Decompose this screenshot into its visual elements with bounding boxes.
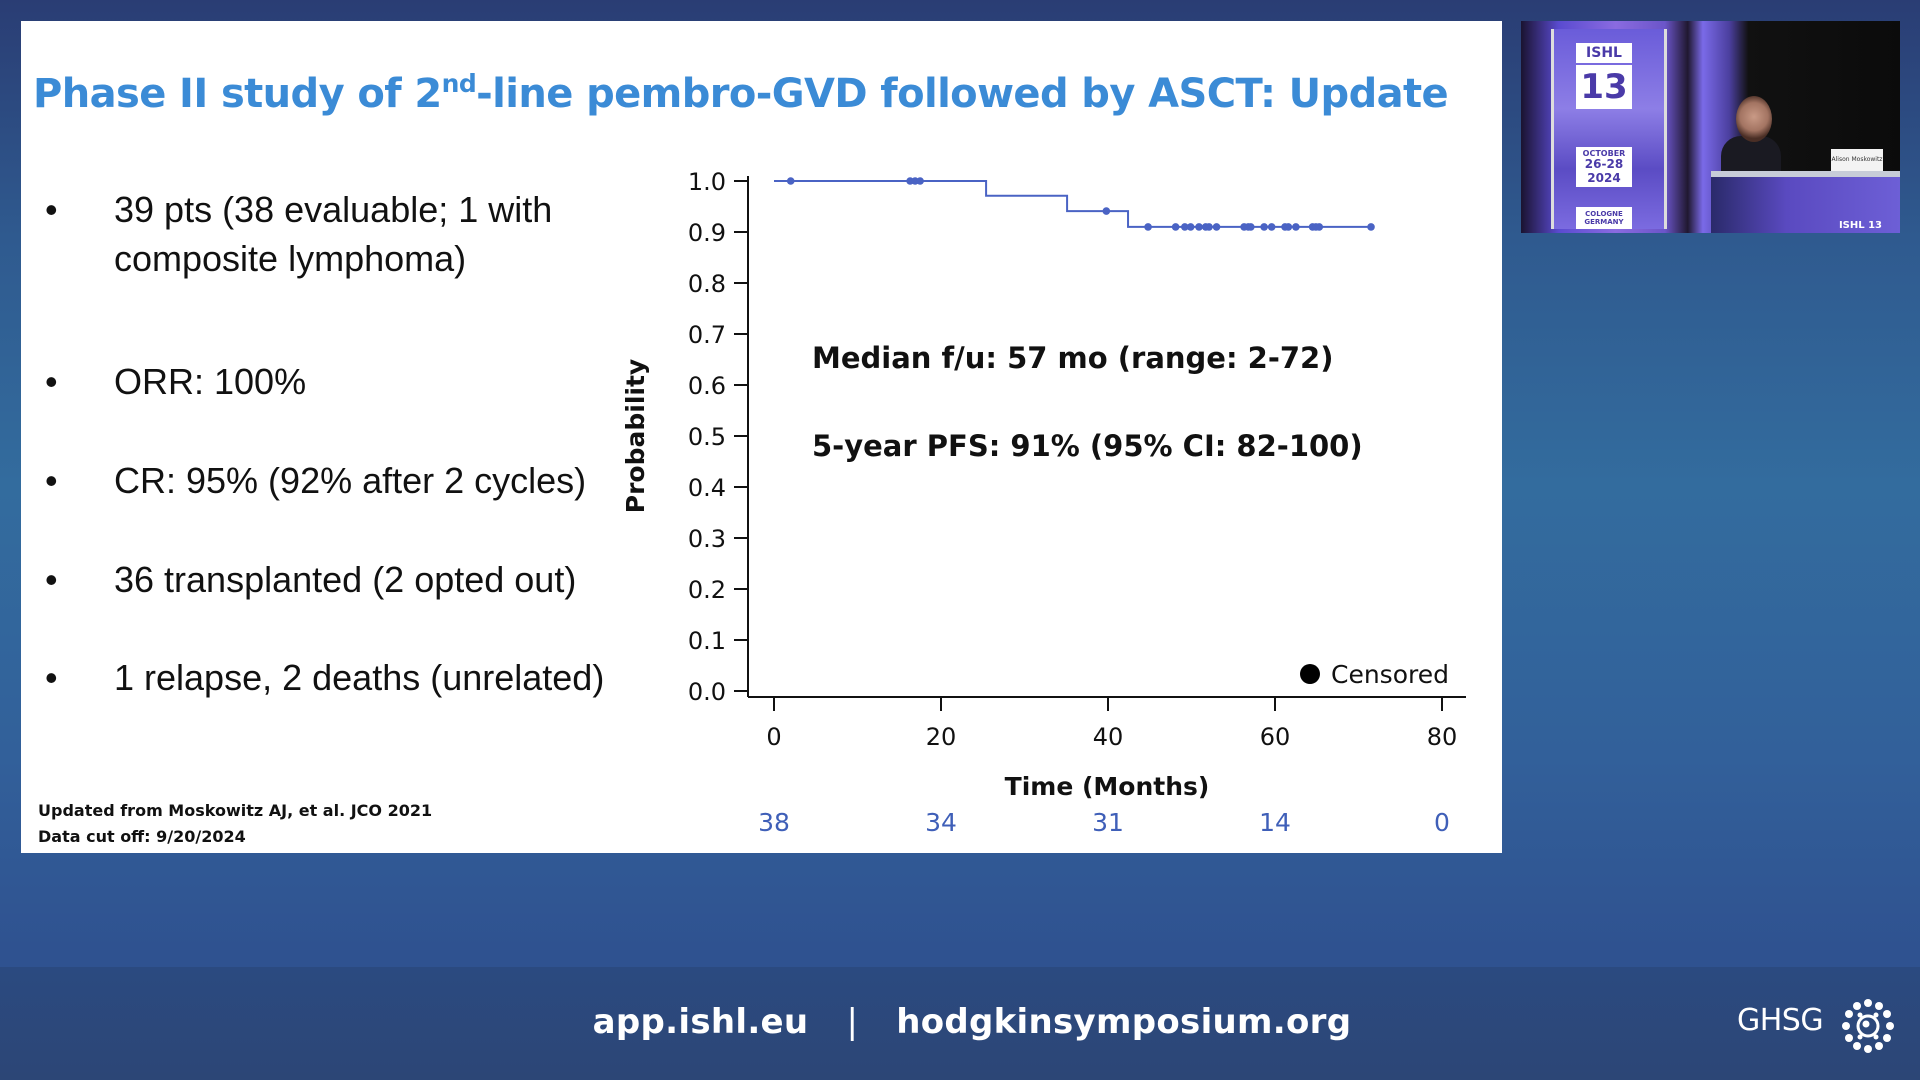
- censored-marker: [1367, 223, 1375, 231]
- ishl-banner: ISHL 13 OCTOBER 26-28 2024 COLOGNE GERMA…: [1551, 29, 1667, 229]
- speaker-nameplate: Alison Moskowitz: [1831, 149, 1883, 171]
- number-at-risk-row: 38 34 31 14 0: [758, 808, 1450, 837]
- badge-ishl: ISHL: [1576, 43, 1632, 63]
- footer-link-app[interactable]: app.ishl.eu: [592, 1002, 809, 1042]
- censored-marker: [1260, 223, 1268, 231]
- x-tick-label: 0: [766, 723, 781, 751]
- bullet-marker: •: [45, 361, 58, 402]
- censored-marker-icon: [1300, 664, 1320, 684]
- footer-link-website[interactable]: hodgkinsymposium.org: [896, 1002, 1352, 1042]
- title-text-end: -line pembro-GVD followed by ASCT: Updat…: [476, 71, 1449, 117]
- y-tick-label: 0.7: [688, 321, 726, 349]
- badge-date-year: 2024: [1576, 171, 1632, 187]
- footnote-citation: Updated from Moskowitz AJ, et al. JCO 20…: [38, 801, 433, 820]
- y-tick-label: 0.2: [688, 576, 726, 604]
- legend: Censored: [1300, 660, 1449, 689]
- km-step-line: [774, 180, 1372, 228]
- number-at-risk-value: 38: [758, 808, 790, 837]
- number-at-risk-value: 34: [925, 808, 957, 837]
- bullet-text: 36 transplanted (2 opted out): [114, 559, 577, 600]
- speaker-head: [1736, 96, 1772, 142]
- number-at-risk-value: 14: [1259, 808, 1291, 837]
- bullet-text: CR: 95% (92% after 2 cycles): [114, 460, 587, 501]
- footer-separator: |: [846, 1002, 859, 1042]
- y-tick-label: 0.1: [688, 627, 726, 655]
- ghsg-logo-icon: [1842, 999, 1894, 1053]
- censored-marker: [786, 177, 795, 185]
- bullet-marker: •: [45, 657, 58, 698]
- footnote: Updated from Moskowitz AJ, et al. JCO 20…: [38, 798, 432, 850]
- footer-band: [0, 967, 1920, 1080]
- km-curve: [774, 177, 1375, 231]
- x-tick-label: 60: [1260, 723, 1291, 751]
- bullet-list: • 39 pts (38 evaluable; 1 with composite…: [21, 21, 641, 721]
- censored-marker: [1212, 223, 1221, 231]
- censored-marker: [1186, 223, 1195, 231]
- censored-marker: [1144, 223, 1152, 231]
- podium: ISHL 13: [1711, 171, 1900, 233]
- y-tick-label: 0.5: [688, 423, 726, 451]
- censored-marker: [1284, 223, 1293, 231]
- x-tick-label: 40: [1093, 723, 1124, 751]
- ghsg-logo-text: GHSG: [1737, 1003, 1824, 1038]
- podium-logo-text: ISHL 13: [1838, 220, 1882, 231]
- bullet-text: 1 relapse, 2 deaths (unrelated): [114, 657, 605, 698]
- y-tick-label: 0.3: [688, 525, 726, 553]
- legend-label-censored: Censored: [1331, 660, 1449, 689]
- censored-marker: [1181, 223, 1189, 231]
- bullet-text: 39 pts (38 evaluable; 1 with composite l…: [114, 189, 553, 279]
- bullet-marker: •: [45, 189, 58, 230]
- speaker-body: [1721, 136, 1781, 176]
- footnote-cutoff: Data cut off: 9/20/2024: [38, 827, 246, 846]
- censored-marker: [1246, 223, 1255, 231]
- censored-marker: [1267, 223, 1276, 231]
- x-tick-label: 80: [1427, 723, 1458, 751]
- y-axis-title: Probability: [621, 359, 650, 513]
- title-text-start: Phase II study of 2: [33, 71, 442, 117]
- slide-title: Phase II study of 2nd-line pembro-GVD fo…: [33, 69, 1449, 117]
- censored-marker: [1315, 223, 1324, 231]
- bullet-marker: •: [45, 559, 58, 600]
- annotation-median-followup: Median f/u: 57 mo (range: 2-72): [812, 341, 1334, 375]
- x-tick-label: 20: [926, 723, 957, 751]
- y-tick-label: 0.6: [688, 372, 726, 400]
- censored-marker: [1171, 223, 1180, 231]
- y-tick-label: 0.4: [688, 474, 726, 502]
- y-tick-label: 0.0: [688, 678, 726, 706]
- presentation-slide: Phase II study of 2nd-line pembro-GVD fo…: [21, 21, 1502, 853]
- number-at-risk-value: 31: [1092, 808, 1124, 837]
- bullet-text: ORR: 100%: [114, 361, 307, 402]
- x-axis-title: Time (Months): [1005, 772, 1210, 801]
- badge-city: COLOGNE: [1576, 207, 1632, 218]
- censored-marker: [916, 177, 924, 185]
- footer-links: app.ishl.eu | hodgkinsymposium.org: [0, 1002, 1920, 1042]
- bullet-marker: •: [45, 460, 58, 501]
- y-axis-ticks: 0.0 0.1 0.2 0.3 0.4 0.5 0.6 0.7 0.8 0.9 1.0: [688, 168, 748, 706]
- censored-marker: [1292, 223, 1300, 231]
- x-axis-ticks: 0 20 40 60 80: [766, 697, 1457, 751]
- number-at-risk-value: 0: [1434, 808, 1450, 837]
- title-superscript: nd: [441, 69, 477, 98]
- badge-date-month: OCTOBER: [1576, 147, 1632, 158]
- badge-number: 13: [1576, 65, 1632, 109]
- speaker-video-inset: ISHL 13 OCTOBER 26-28 2024 COLOGNE GERMA…: [1521, 21, 1900, 233]
- y-tick-label: 0.8: [688, 270, 726, 298]
- y-tick-label: 1.0: [688, 168, 726, 196]
- censored-marker: [1195, 223, 1203, 231]
- badge-country: GERMANY: [1576, 218, 1632, 229]
- censored-marker: [1205, 223, 1213, 231]
- censored-marker: [1102, 207, 1111, 215]
- annotation-5yr-pfs: 5-year PFS: 91% (95% CI: 82-100): [812, 429, 1363, 463]
- y-tick-label: 0.9: [688, 219, 726, 247]
- badge-date-days: 26-28: [1576, 157, 1632, 171]
